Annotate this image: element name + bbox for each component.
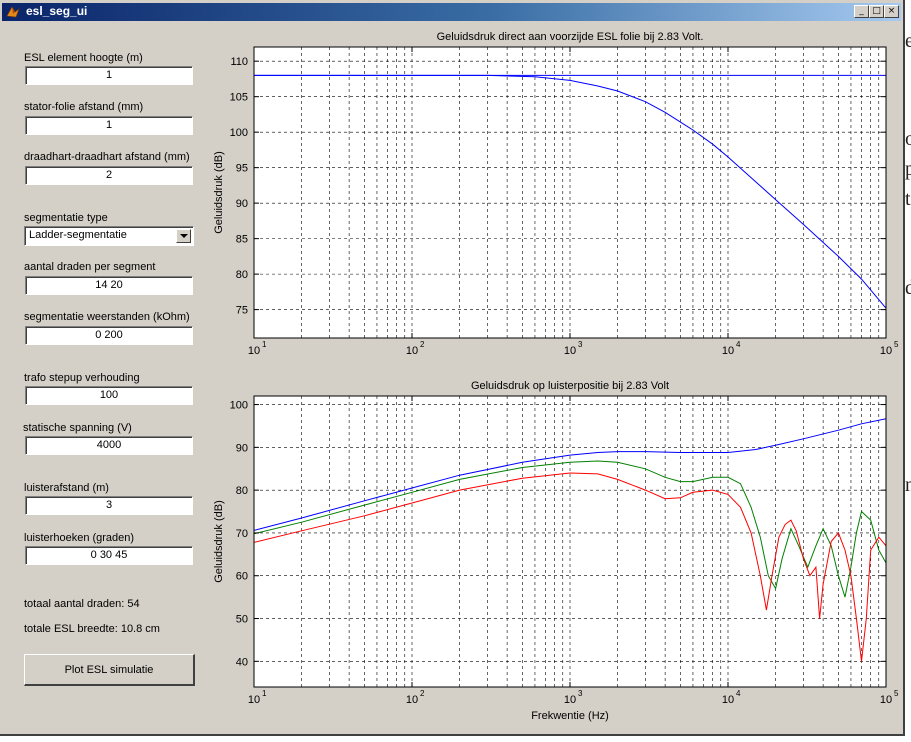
transformer-ratio-label: trafo stepup verhouding [24,372,140,384]
transformer-ratio-input[interactable]: 100 [25,386,193,405]
segment-resistors-label: segmentatie weerstanden (kOhm) [24,311,190,323]
y-tick-label: 100 [230,127,248,139]
wire-distance-label: draadhart-draadhart afstand (mm) [24,151,190,163]
y-tick-label: 90 [236,442,248,454]
x-tick-label: 10 [722,694,734,706]
chart-direct-pressure: 7580859095100105110101102103104105Geluid… [213,31,899,357]
y-tick-label: 90 [236,198,248,210]
segmentation-type-value: Ladder-segmentatie [29,229,127,241]
x-tick-exponent: 1 [262,340,267,349]
series-line-1 [253,460,887,598]
plot-simulation-button[interactable]: Plot ESL simulatie [24,654,195,686]
x-tick-exponent: 5 [894,340,899,349]
background-text-fragment: t [905,188,911,210]
x-tick-exponent: 2 [420,340,425,349]
x-tick-exponent: 3 [578,340,583,349]
y-tick-label: 60 [236,571,248,583]
x-tick-label: 10 [406,345,418,357]
y-tick-label: 40 [236,656,248,668]
y-tick-label: 95 [236,163,248,175]
listening-distance-input[interactable]: 3 [25,496,193,515]
y-tick-label: 105 [230,92,248,104]
x-tick-label: 10 [564,345,576,357]
window-title: esl_seg_ui [26,4,88,18]
x-tick-label: 10 [564,694,576,706]
y-axis-label: Geluidsdruk (dB) [213,500,225,583]
stator-distance-label: stator-folie afstand (mm) [24,101,144,113]
series-line-0 [253,418,887,531]
static-voltage-input[interactable]: 4000 [25,436,193,455]
background-text-fragment: e [905,30,911,52]
y-axis-label: Geluidsdruk (dB) [213,151,225,234]
x-tick-label: 10 [248,694,260,706]
y-tick-label: 80 [236,269,248,281]
minimize-button[interactable]: _ [854,5,869,18]
chart-title: Geluidsdruk op luisterpositie bij 2.83 V… [471,380,669,392]
segment-resistors-input[interactable]: 0 200 [25,326,193,345]
total-wires-text: totaal aantal draden: 54 [24,598,140,610]
background-text-fragment: d [905,277,911,299]
x-axis-label: Frekwentie (Hz) [531,710,609,722]
total-width-text: totale ESL breedte: 10.8 cm [24,623,160,635]
x-tick-label: 10 [880,694,892,706]
wires-per-segment-label: aantal draden per segment [24,261,156,273]
x-tick-exponent: 4 [736,689,741,698]
chart-title: Geluidsdruk direct aan voorzijde ESL fol… [437,31,704,43]
x-tick-exponent: 4 [736,340,741,349]
background-text-fragment: o [905,128,911,150]
segmentation-type-label: segmentatie type [24,212,108,224]
matlab-icon [6,6,20,18]
x-tick-label: 10 [880,345,892,357]
y-tick-label: 100 [230,400,248,412]
x-tick-exponent: 5 [894,689,899,698]
listening-angles-label: luisterhoeken (graden) [24,532,135,544]
wires-per-segment-input[interactable]: 14 20 [25,276,193,295]
series-line-2 [253,472,887,662]
y-tick-label: 80 [236,485,248,497]
background-text-fragment: p [905,158,911,180]
series-line-0 [254,74,887,309]
y-tick-label: 110 [230,56,248,68]
background-text-fragment: n [905,474,911,496]
x-tick-exponent: 2 [420,689,425,698]
y-tick-label: 85 [236,234,248,246]
title-bar[interactable]: esl_seg_ui _ □ × [2,3,901,21]
maximize-button[interactable]: □ [869,5,884,18]
chart-listening-pressure: 405060708090100101102103104105Geluidsdru… [213,380,899,722]
wire-distance-input[interactable]: 2 [25,166,193,185]
x-tick-label: 10 [406,694,418,706]
listening-distance-label: luisterafstand (m) [24,482,109,494]
element-height-input[interactable]: 1 [25,66,193,85]
element-height-label: ESL element hoogte (m) [24,52,143,64]
segmentation-type-select[interactable]: Ladder-segmentatie [24,226,194,246]
stator-distance-input[interactable]: 1 [25,116,193,135]
x-tick-label: 10 [722,345,734,357]
x-tick-exponent: 3 [578,689,583,698]
y-tick-label: 75 [236,305,248,317]
x-tick-exponent: 1 [262,689,267,698]
close-button[interactable]: × [884,5,899,18]
y-tick-label: 50 [236,614,248,626]
y-tick-label: 70 [236,528,248,540]
chevron-down-icon[interactable] [176,229,191,243]
static-voltage-label: statische spanning (V) [23,422,132,434]
listening-angles-input[interactable]: 0 30 45 [25,546,193,565]
x-tick-label: 10 [248,345,260,357]
